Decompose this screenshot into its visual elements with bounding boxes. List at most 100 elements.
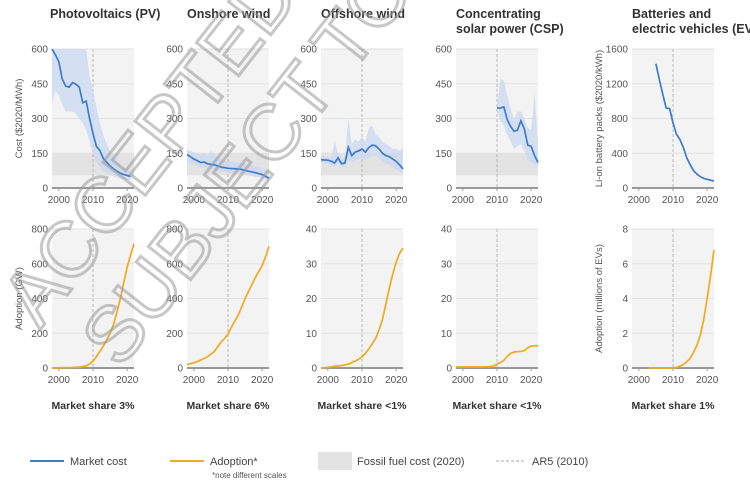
x-tick-label: 2000 — [628, 375, 651, 386]
x-tick-label: 2020 — [520, 375, 543, 386]
panel-8: 0 10 20 30 40 2000 2010 2020 Market share <1% — [306, 225, 408, 413]
legend-fossil-swatch — [318, 452, 352, 470]
y-tick-label: 300 — [31, 114, 48, 125]
y-tick-label: 0 — [177, 364, 183, 375]
y-axis-label: Adoption (millions of EVs) — [594, 244, 605, 353]
y-tick-label: 150 — [31, 149, 48, 160]
market-cost-line — [497, 105, 539, 163]
x-tick-label: 2010 — [662, 375, 685, 386]
y-tick-label: 0 — [446, 364, 452, 375]
y-tick-label: 600 — [435, 45, 452, 56]
y-tick-label: 0 — [311, 364, 317, 375]
y-tick-label: 600 — [31, 259, 48, 270]
x-tick-label: 2020 — [696, 195, 719, 206]
x-tick-label: 2020 — [251, 195, 274, 206]
y-tick-label: 0 — [622, 184, 628, 195]
adoption-line — [320, 247, 404, 369]
y-tick-label: 450 — [300, 79, 317, 90]
y-tick-label: 8 — [622, 225, 628, 236]
y-tick-label: 300 — [166, 114, 183, 125]
y-tick-label: 150 — [166, 149, 183, 160]
panel-2: 0 150 300 450 600 2000 2010 2020 Onshore wind — [166, 7, 273, 206]
y-tick-label: 600 — [31, 45, 48, 56]
legend: Market cost Adoption* *note different scal… — [30, 452, 588, 480]
market-cost-line — [186, 153, 270, 180]
x-tick-label: 2000 — [48, 375, 71, 386]
panel-title: solar power (CSP) — [456, 22, 564, 36]
y-tick-label: 400 — [166, 294, 183, 305]
market-share-label: Market share 3% — [52, 400, 136, 412]
cost-range-band — [187, 149, 269, 182]
panel-10: 0 2 4 6 8 2000 2010 2020 Adoption (millions of E… — [594, 225, 719, 413]
panel-title: Photovoltaics (PV) — [50, 7, 160, 21]
panel-4: 0 150 300 450 600 2000 2010 2020 Concentratingso… — [435, 7, 563, 206]
x-tick-label: 2020 — [385, 195, 408, 206]
panel-9: 0 10 20 30 40 2000 2010 2020 Market share <1% — [441, 225, 543, 413]
x-tick-label: 2000 — [452, 195, 475, 206]
y-tick-label: 300 — [435, 114, 452, 125]
x-tick-label: 2000 — [183, 375, 206, 386]
y-tick-label: 800 — [166, 225, 183, 236]
y-axis-label: Li-on battery packs ($2020/kWh) — [594, 50, 605, 187]
y-tick-label: 400 — [611, 149, 628, 160]
y-tick-label: 10 — [441, 329, 453, 340]
panel-1: 0 150 300 450 600 2000 2010 2020 Photovoltaics (… — [14, 7, 160, 206]
x-tick-label: 2010 — [662, 195, 685, 206]
x-tick-label: 2000 — [317, 195, 340, 206]
market-cost-line — [655, 63, 715, 182]
y-tick-label: 2 — [622, 329, 628, 340]
y-axis-label: Cost ($2020/MWh) — [14, 79, 25, 159]
y-tick-label: 200 — [31, 329, 48, 340]
y-tick-label: 0 — [42, 364, 48, 375]
adoption-line — [456, 344, 538, 368]
y-tick-label: 30 — [306, 259, 318, 270]
panel-7: 0 200 400 600 800 2000 2010 2020 Market share 6% — [166, 225, 273, 413]
panel-title: Concentrating — [456, 7, 541, 21]
x-tick-label: 2010 — [217, 195, 240, 206]
x-tick-label: 2020 — [116, 375, 139, 386]
y-tick-label: 600 — [166, 259, 183, 270]
x-tick-label: 2000 — [452, 375, 475, 386]
panel-6: 0 200 400 600 800 2000 2010 2020 Adoption (GW) Ma… — [14, 225, 139, 413]
x-tick-label: 2010 — [486, 375, 509, 386]
y-tick-label: 400 — [31, 294, 48, 305]
y-tick-label: 0 — [311, 184, 317, 195]
y-tick-label: 300 — [300, 114, 317, 125]
x-tick-label: 2010 — [351, 375, 374, 386]
y-tick-label: 450 — [31, 79, 48, 90]
cost-range-band — [52, 49, 131, 181]
y-tick-label: 0 — [622, 364, 628, 375]
y-tick-label: 20 — [306, 294, 318, 305]
x-tick-label: 2010 — [82, 195, 105, 206]
legend-ar5-label: AR5 (2010) — [532, 456, 588, 468]
panel-title: Batteries and — [632, 7, 711, 21]
x-tick-label: 2020 — [696, 375, 719, 386]
y-tick-label: 1600 — [606, 45, 629, 56]
x-tick-label: 2000 — [628, 195, 651, 206]
market-share-label: Market share <1% — [317, 400, 407, 412]
y-axis-label: Adoption (GW) — [14, 267, 25, 330]
adoption-line — [51, 243, 135, 369]
x-tick-label: 2010 — [82, 375, 105, 386]
y-tick-label: 450 — [435, 79, 452, 90]
x-tick-label: 2000 — [183, 195, 206, 206]
market-share-label: Market share 6% — [187, 400, 271, 412]
panel-title: Offshore wind — [321, 7, 405, 21]
cost-range-band — [321, 118, 403, 173]
x-tick-label: 2020 — [251, 375, 274, 386]
y-tick-label: 1200 — [606, 79, 629, 90]
market-share-label: Market share 1% — [632, 400, 716, 412]
y-tick-label: 150 — [435, 149, 452, 160]
legend-adoption-label: Adoption* — [210, 456, 258, 468]
y-tick-label: 800 — [31, 225, 48, 236]
y-tick-label: 20 — [441, 294, 453, 305]
adoption-line — [649, 249, 715, 369]
panel-5: 0 400 800 1200 1600 2000 2010 2020 Batteries and… — [594, 7, 750, 206]
x-tick-label: 2000 — [317, 375, 340, 386]
market-share-label: Market share <1% — [452, 400, 542, 412]
y-tick-label: 10 — [306, 329, 318, 340]
panel-3: 0 150 300 450 600 2000 2010 2020 Offshore wind — [300, 7, 407, 206]
y-tick-label: 0 — [446, 184, 452, 195]
